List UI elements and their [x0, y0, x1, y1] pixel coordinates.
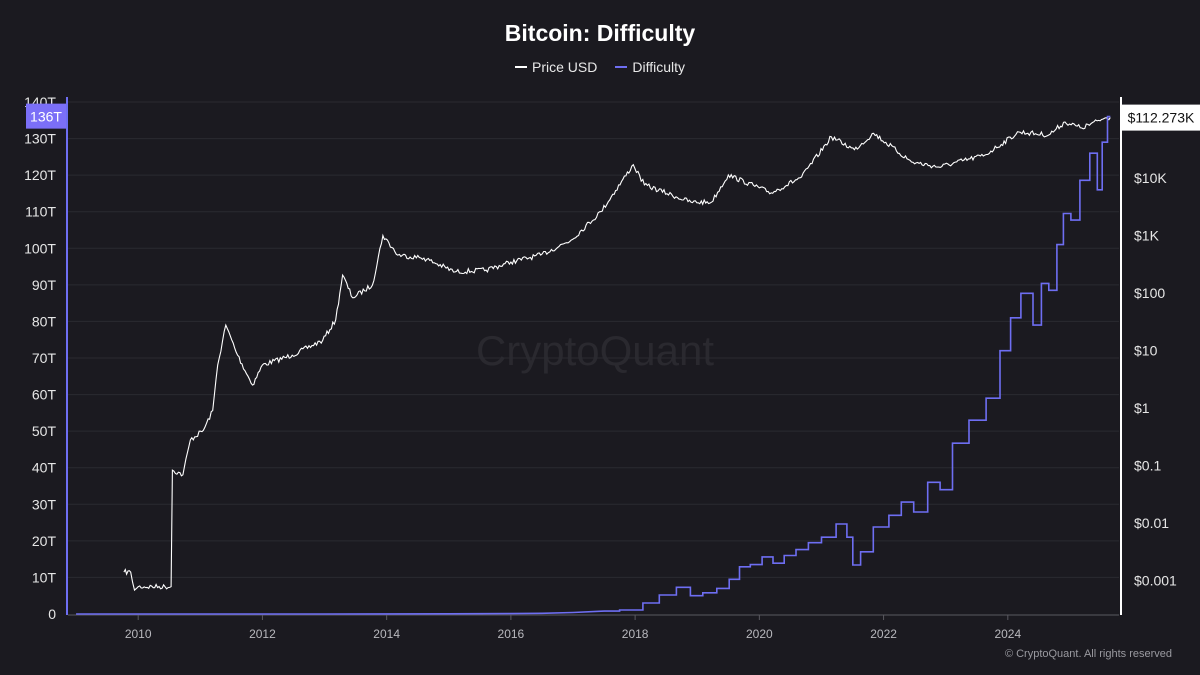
legend-label-difficulty: Difficulty	[632, 59, 685, 75]
legend-label-price: Price USD	[531, 59, 598, 75]
y-right-tick-label: $0.1	[1134, 458, 1161, 474]
y-left-tick-label: 120T	[24, 167, 56, 183]
y-left-tick-label: 20T	[32, 533, 57, 549]
x-tick-label: 2012	[249, 627, 276, 641]
y-left-tick-label: 70T	[32, 350, 57, 366]
difficulty-current-label-box	[26, 103, 66, 129]
y-left-tick-label: 60T	[32, 387, 57, 403]
y-right-tick-label: $0.01	[1134, 515, 1169, 531]
y-right-tick-label: $1	[1134, 400, 1150, 416]
chart-title: Bitcoin: Difficulty	[504, 20, 696, 46]
watermark: CryptoQuant	[476, 327, 714, 374]
x-tick-label: 2014	[373, 627, 400, 641]
y-left-tick-label: 40T	[32, 460, 57, 476]
y-right-tick-label: $10K	[1134, 170, 1167, 186]
copyright: © CryptoQuant. All rights reserved	[1004, 648, 1172, 660]
price-current-label: $112.273K	[1128, 110, 1195, 126]
y-left-tick-label: 110T	[25, 204, 56, 220]
x-tick-label: 2024	[994, 627, 1021, 641]
y-left-tick-label: 130T	[24, 131, 56, 147]
y-right-tick-label: $1K	[1134, 228, 1160, 244]
x-tick-label: 2018	[622, 627, 649, 641]
y-left-tick-label: 0	[48, 606, 56, 622]
x-tick-label: 2022	[870, 627, 897, 641]
y-right-tick-label: $10	[1134, 343, 1158, 359]
legend: Price USD Difficulty	[0, 59, 1200, 75]
legend-item-difficulty[interactable]: Difficulty	[615, 59, 685, 75]
price-usd-line	[123, 117, 1111, 592]
y-left-tick-label: 100T	[24, 240, 56, 256]
y-left-tick-label: 30T	[32, 496, 57, 512]
y-right-tick-label: $100	[1134, 285, 1165, 301]
y-left-tick-label: 50T	[32, 423, 57, 439]
y-right-tick-label: $0.001	[1134, 573, 1177, 589]
y-left-tick-label: 90T	[32, 277, 57, 293]
difficulty-swatch	[615, 66, 628, 68]
x-tick-label: 2010	[125, 627, 152, 641]
price-swatch	[514, 66, 527, 68]
legend-item-price[interactable]: Price USD	[514, 59, 598, 75]
x-tick-label: 2020	[746, 627, 773, 641]
x-tick-label: 2016	[498, 627, 525, 641]
y-left-tick-label: 10T	[32, 569, 57, 585]
price-current-label-box	[1122, 104, 1200, 131]
difficulty-current-label: 136T	[30, 109, 62, 125]
difficulty-line	[76, 115, 1111, 615]
y-left-tick-label: 80T	[32, 313, 57, 329]
